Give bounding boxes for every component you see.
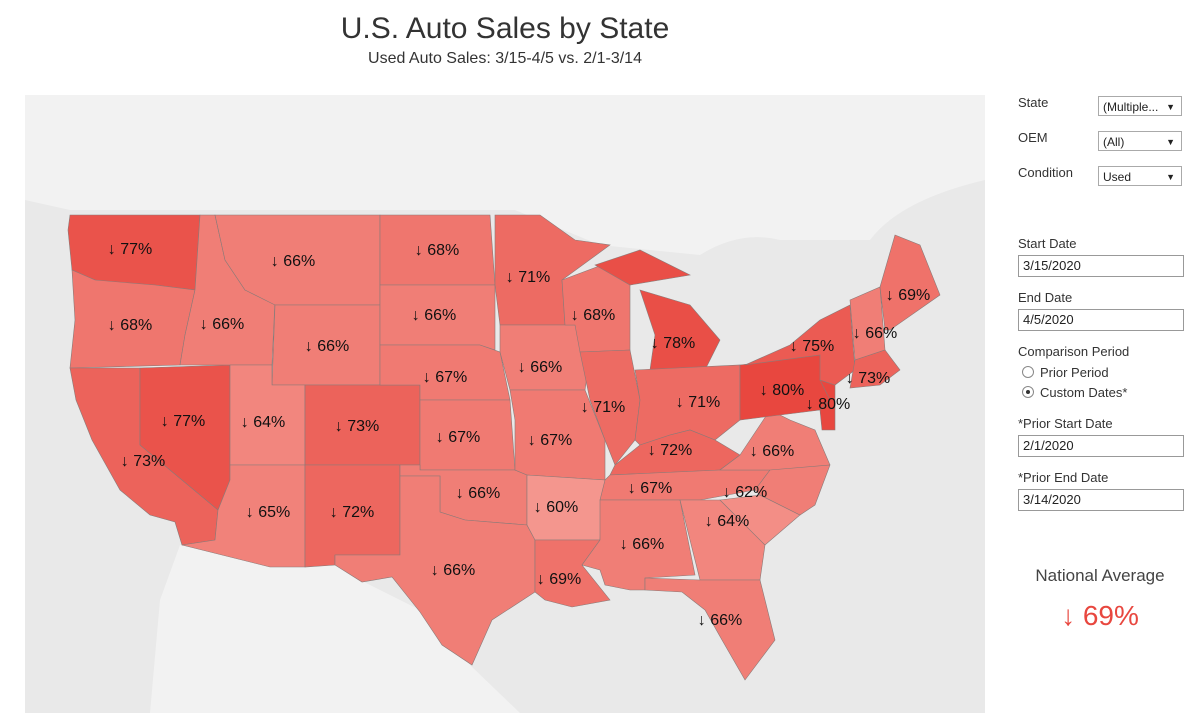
dropdown[interactable]: Used ▼ xyxy=(1098,166,1182,186)
state[interactable] xyxy=(644,577,776,681)
state-value-label: ↓ 80% xyxy=(806,396,850,413)
state-value-label: ↓ 72% xyxy=(330,504,374,521)
radio-circle xyxy=(1022,366,1034,378)
map: ↓ 77% ↓ 68% ↓ 73% ↓ 77% ↓ 66% ↓ 66% ↓ 66% ↓ 64%… xyxy=(25,95,985,713)
national-average-value: ↓ 69% xyxy=(1061,600,1139,631)
state-value-label: ↓ 66% xyxy=(698,612,742,629)
date-input[interactable]: 3/14/2020 xyxy=(1018,489,1184,511)
state-value-label: ↓ 66% xyxy=(620,536,664,553)
date-input[interactable]: 4/5/2020 xyxy=(1018,309,1184,331)
state-value-label: ↓ 66% xyxy=(518,359,562,376)
state-value-label: ↓ 66% xyxy=(271,253,315,270)
date-input[interactable]: 3/15/2020 xyxy=(1018,255,1184,277)
title: U.S. Auto Sales by State xyxy=(340,12,670,45)
state-value-label: ↓ 66% xyxy=(200,316,244,333)
filter-label: Start Date xyxy=(1018,236,1077,251)
state[interactable] xyxy=(499,324,591,391)
dropdown-value: (Multiple... xyxy=(1103,100,1159,114)
state-value-label: ↓ 66% xyxy=(750,443,794,460)
state-value-label: ↓ 71% xyxy=(506,269,550,286)
state-value-label: ↓ 68% xyxy=(108,317,152,334)
state-value-label: ↓ 67% xyxy=(628,480,672,497)
canada-land xyxy=(25,95,985,255)
state-value-label: ↓ 67% xyxy=(528,432,572,449)
state[interactable] xyxy=(334,475,536,666)
state-value-label: ↓ 66% xyxy=(412,307,456,324)
radio-label: Custom Dates* xyxy=(1040,385,1128,400)
filter-label: *Prior End Date xyxy=(1018,470,1109,485)
labels: ↓ 77% ↓ 68% ↓ 73% ↓ 77% ↓ 66% ↓ 66% ↓ 66% ↓ 64%… xyxy=(108,241,930,629)
state-value-label: ↓ 77% xyxy=(108,241,152,258)
state-value-label: ↓ 71% xyxy=(581,399,625,416)
state-value-label: ↓ 71% xyxy=(676,394,720,411)
state-value-label: ↓ 65% xyxy=(246,504,290,521)
state-value-label: ↓ 67% xyxy=(423,369,467,386)
state-value-label: ↓ 66% xyxy=(305,338,349,355)
state-value-label: ↓ 69% xyxy=(537,571,581,588)
dropdown[interactable]: (All) ▼ xyxy=(1098,131,1182,151)
filter-label: OEM xyxy=(1018,130,1048,145)
state-value-label: ↓ 64% xyxy=(241,414,285,431)
state-value-label: ↓ 77% xyxy=(161,413,205,430)
national-average-title: National Average xyxy=(1035,566,1165,585)
filter-label: Comparison Period xyxy=(1018,344,1130,359)
mexico-land xyxy=(150,545,520,713)
state-value-label: ↓ 78% xyxy=(651,335,695,352)
state-value-label: ↓ 73% xyxy=(121,453,165,470)
state-value-label: ↓ 69% xyxy=(886,287,930,304)
state-value-label: ↓ 68% xyxy=(415,242,459,259)
subtitle: Used Auto Sales: 3/15-4/5 vs. 2/1-3/14 xyxy=(368,50,642,67)
state[interactable] xyxy=(679,499,766,581)
state-value-label: ↓ 66% xyxy=(431,562,475,579)
state-value-label: ↓ 66% xyxy=(853,325,897,342)
state-value-label: ↓ 68% xyxy=(571,307,615,324)
state[interactable] xyxy=(579,349,641,466)
states xyxy=(67,214,941,681)
date-input[interactable]: 2/1/2020 xyxy=(1018,435,1184,457)
state-value-label: ↓ 73% xyxy=(335,418,379,435)
state[interactable] xyxy=(849,286,886,361)
filter-label: Condition xyxy=(1018,165,1073,180)
radio-option[interactable]: Custom Dates* xyxy=(1022,385,1127,400)
state-value-label: ↓ 80% xyxy=(760,382,804,399)
state-value-label: ↓ 73% xyxy=(846,370,890,387)
dropdown-value: Used xyxy=(1103,170,1132,184)
dropdown-value: (All) xyxy=(1103,135,1125,149)
state-value-label: ↓ 72% xyxy=(648,442,692,459)
state[interactable] xyxy=(849,349,901,389)
dropdown[interactable]: (Multiple... ▼ xyxy=(1098,96,1182,116)
state-value-label: ↓ 64% xyxy=(705,513,749,530)
radio-label: Prior Period xyxy=(1040,365,1109,380)
state[interactable] xyxy=(581,499,696,591)
state-value-label: ↓ 66% xyxy=(456,485,500,502)
state-value-label: ↓ 75% xyxy=(790,338,834,355)
radio-circle xyxy=(1022,386,1034,398)
state-value-label: ↓ 60% xyxy=(534,499,578,516)
state-value-label: ↓ 67% xyxy=(436,429,480,446)
state-value-label: ↓ 62% xyxy=(723,484,767,501)
filter-label: *Prior Start Date xyxy=(1018,416,1113,431)
radio-option[interactable]: Prior Period xyxy=(1022,365,1109,380)
filter-label: End Date xyxy=(1018,290,1073,305)
filter-label: State xyxy=(1018,95,1049,110)
state[interactable] xyxy=(879,234,941,331)
